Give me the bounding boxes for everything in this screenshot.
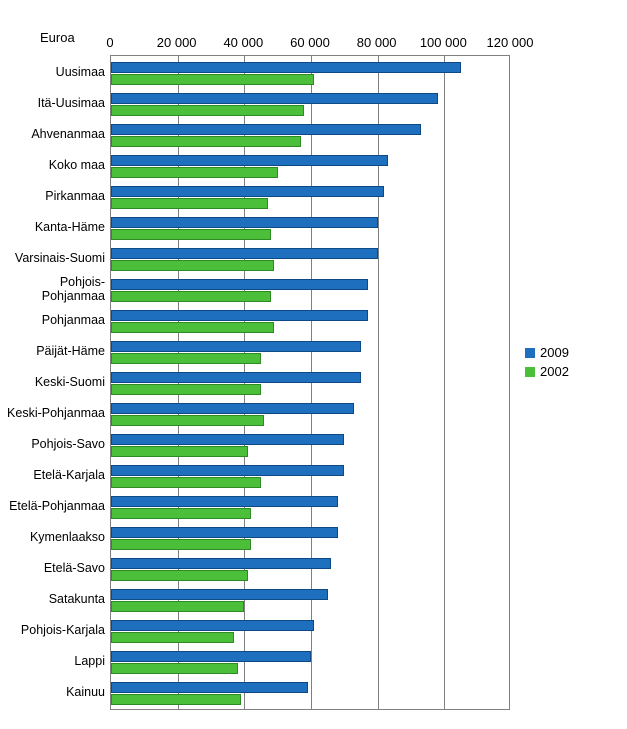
category-label: Ahvenanmaa xyxy=(31,128,105,142)
bar-2009 xyxy=(111,589,328,600)
x-tick-label: 100 000 xyxy=(420,35,467,50)
category-label: Päijät-Häme xyxy=(36,345,105,359)
bar-2002 xyxy=(111,539,251,550)
legend-label-2009: 2009 xyxy=(540,345,569,360)
category-label: Pohjois-Karjala xyxy=(21,624,105,638)
bar-2009 xyxy=(111,620,314,631)
category-label: Kanta-Häme xyxy=(35,221,105,235)
bar-2002 xyxy=(111,198,268,209)
bar-2009 xyxy=(111,496,338,507)
bar-2009 xyxy=(111,93,438,104)
chart-container: Euroa 0 20 000 40 000 60 000 80 000 100 000 12… xyxy=(0,0,627,729)
legend-swatch-2009 xyxy=(525,348,535,358)
category-label: Keski-Pohjanmaa xyxy=(7,407,105,421)
bar-2002 xyxy=(111,229,271,240)
plot-area xyxy=(110,55,510,710)
category-label: Pohjois-Savo xyxy=(31,438,105,452)
bar-2002 xyxy=(111,663,238,674)
bar-2002 xyxy=(111,167,278,178)
bar-2009 xyxy=(111,403,354,414)
bar-2002 xyxy=(111,632,234,643)
gridline xyxy=(444,56,445,709)
category-label: Lappi xyxy=(74,655,105,669)
category-label: Etelä-Pohjanmaa xyxy=(9,500,105,514)
legend-swatch-2002 xyxy=(525,367,535,377)
category-label: Keski-Suomi xyxy=(35,376,105,390)
bar-2002 xyxy=(111,353,261,364)
category-label: Kymenlaakso xyxy=(30,531,105,545)
bar-2009 xyxy=(111,558,331,569)
bar-2009 xyxy=(111,124,421,135)
category-label: Koko maa xyxy=(49,159,105,173)
category-label: Varsinais-Suomi xyxy=(15,252,105,266)
bar-2009 xyxy=(111,372,361,383)
bar-2002 xyxy=(111,291,271,302)
category-label: Etelä-Savo xyxy=(44,562,105,576)
bar-2002 xyxy=(111,477,261,488)
bar-2009 xyxy=(111,155,388,166)
bar-2002 xyxy=(111,260,274,271)
x-tick-label: 20 000 xyxy=(157,35,197,50)
category-label: Pohjois- Pohjanmaa xyxy=(42,276,105,304)
legend-item-2002: 2002 xyxy=(525,364,569,379)
legend: 2009 2002 xyxy=(525,345,569,383)
x-tick-label: 40 000 xyxy=(223,35,263,50)
category-label: Itä-Uusimaa xyxy=(38,97,105,111)
bar-2002 xyxy=(111,415,264,426)
x-tick-label: 120 000 xyxy=(487,35,534,50)
x-tick-label: 0 xyxy=(106,35,113,50)
bar-2002 xyxy=(111,105,304,116)
category-label: Kainuu xyxy=(66,686,105,700)
category-label: Etelä-Karjala xyxy=(33,469,105,483)
bar-2002 xyxy=(111,601,244,612)
bar-2002 xyxy=(111,508,251,519)
bar-2009 xyxy=(111,279,368,290)
bar-2002 xyxy=(111,384,261,395)
bar-2009 xyxy=(111,310,368,321)
bar-2009 xyxy=(111,217,378,228)
bar-2002 xyxy=(111,446,248,457)
bar-2002 xyxy=(111,322,274,333)
bar-2009 xyxy=(111,186,384,197)
bar-2009 xyxy=(111,248,378,259)
category-label: Pohjanmaa xyxy=(42,314,105,328)
y-axis-label: Euroa xyxy=(40,30,75,45)
bar-2002 xyxy=(111,570,248,581)
bar-2009 xyxy=(111,341,361,352)
bar-2009 xyxy=(111,62,461,73)
bar-2002 xyxy=(111,136,301,147)
x-tick-label: 60 000 xyxy=(290,35,330,50)
bar-2009 xyxy=(111,527,338,538)
bar-2002 xyxy=(111,74,314,85)
gridline xyxy=(378,56,379,709)
bar-2009 xyxy=(111,682,308,693)
bar-2009 xyxy=(111,651,311,662)
x-tick-label: 80 000 xyxy=(357,35,397,50)
legend-label-2002: 2002 xyxy=(540,364,569,379)
bar-2002 xyxy=(111,694,241,705)
bar-2009 xyxy=(111,465,344,476)
bar-2009 xyxy=(111,434,344,445)
legend-item-2009: 2009 xyxy=(525,345,569,360)
category-label: Satakunta xyxy=(49,593,105,607)
category-label: Pirkanmaa xyxy=(45,190,105,204)
category-label: Uusimaa xyxy=(56,66,105,80)
